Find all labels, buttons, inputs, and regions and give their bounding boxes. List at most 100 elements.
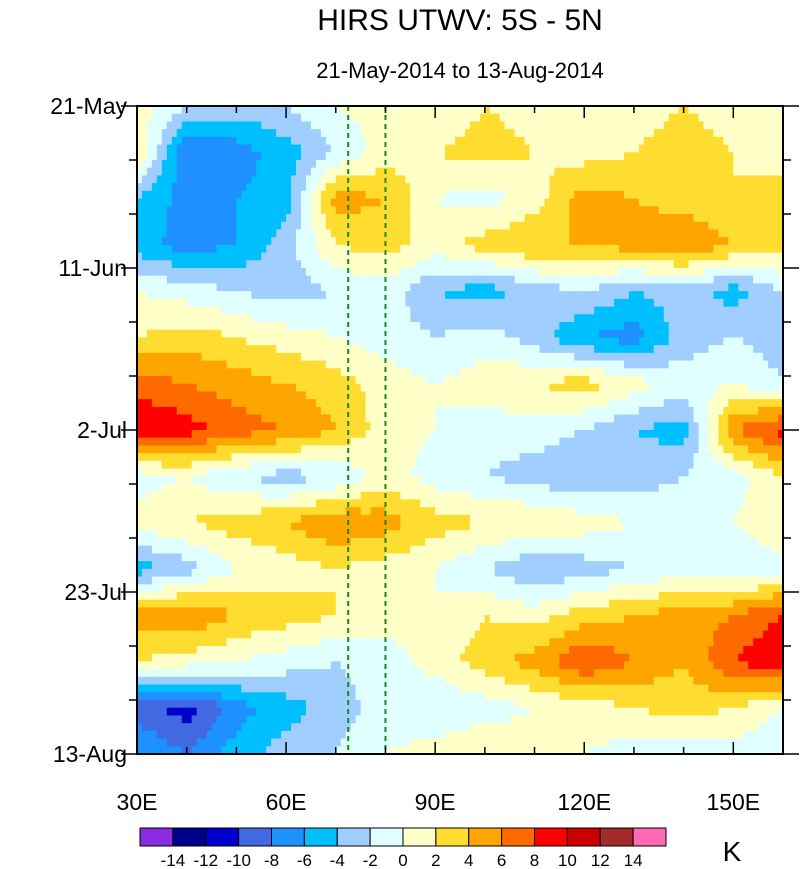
heatmap-cell bbox=[604, 283, 610, 292]
heatmap-cell bbox=[315, 113, 322, 123]
heatmap-cell bbox=[271, 190, 277, 200]
heatmap-cell bbox=[405, 198, 411, 207]
heatmap-cell bbox=[758, 291, 764, 300]
heatmap-cell bbox=[430, 329, 436, 339]
heatmap-cell bbox=[514, 306, 521, 315]
heatmap-cell bbox=[390, 352, 396, 362]
heatmap-cell bbox=[614, 152, 620, 161]
heatmap-cell bbox=[206, 113, 213, 123]
heatmap-cell bbox=[464, 183, 471, 192]
heatmap-cell bbox=[320, 160, 327, 169]
heatmap-cell bbox=[395, 306, 401, 315]
heatmap-cell bbox=[614, 383, 620, 393]
heatmap-cell bbox=[539, 345, 546, 354]
heatmap-cell bbox=[484, 244, 491, 254]
heatmap-cell bbox=[375, 183, 382, 192]
heatmap-cell bbox=[713, 275, 719, 285]
heatmap-cell bbox=[196, 206, 203, 215]
heatmap-cell bbox=[271, 360, 277, 369]
heatmap-cell bbox=[310, 237, 317, 246]
heatmap-cell bbox=[643, 206, 650, 215]
heatmap-cell bbox=[609, 244, 615, 254]
heatmap-cell bbox=[549, 183, 556, 192]
heatmap-cell bbox=[286, 106, 292, 115]
heatmap-cell bbox=[231, 221, 237, 231]
heatmap-cell bbox=[281, 106, 287, 115]
heatmap-cell bbox=[141, 206, 148, 215]
heatmap-cell bbox=[748, 244, 754, 254]
heatmap-cell bbox=[181, 383, 188, 393]
heatmap-cell bbox=[390, 391, 396, 400]
heatmap-cell bbox=[325, 113, 332, 123]
heatmap-cell bbox=[201, 214, 208, 223]
heatmap-cell bbox=[370, 190, 377, 200]
heatmap-cell bbox=[390, 345, 396, 354]
heatmap-cell bbox=[604, 391, 610, 400]
heatmap-cell bbox=[633, 368, 640, 377]
heatmap-cell bbox=[231, 260, 237, 269]
heatmap-cell bbox=[330, 121, 337, 130]
heatmap-cell bbox=[703, 229, 710, 238]
heatmap-cell bbox=[276, 391, 282, 400]
heatmap-cell bbox=[663, 368, 670, 377]
heatmap-cell bbox=[330, 198, 337, 207]
heatmap-cell bbox=[291, 368, 297, 377]
heatmap-cell bbox=[445, 260, 451, 269]
heatmap-cell bbox=[261, 190, 267, 200]
heatmap-cell bbox=[231, 399, 237, 408]
heatmap-cell bbox=[698, 183, 705, 192]
heatmap-cell bbox=[196, 352, 203, 362]
heatmap-cell bbox=[668, 252, 675, 261]
heatmap-cell bbox=[509, 275, 516, 285]
heatmap-cell bbox=[231, 167, 237, 177]
heatmap-cell bbox=[330, 391, 337, 400]
heatmap-cell bbox=[151, 175, 158, 184]
heatmap-cell bbox=[628, 275, 635, 285]
heatmap-cell bbox=[728, 121, 734, 130]
heatmap-cell bbox=[191, 221, 198, 231]
heatmap-cell bbox=[733, 360, 739, 369]
heatmap-cell bbox=[370, 306, 377, 315]
heatmap-cell bbox=[137, 160, 143, 169]
heatmap-cell bbox=[494, 352, 501, 362]
heatmap-cell bbox=[296, 206, 302, 215]
heatmap-cell bbox=[271, 314, 277, 323]
heatmap-cell bbox=[519, 322, 526, 331]
heatmap-cell bbox=[181, 167, 188, 177]
heatmap-cell bbox=[683, 129, 690, 138]
heatmap-cell bbox=[733, 106, 739, 115]
heatmap-cell bbox=[763, 214, 769, 223]
heatmap-cell bbox=[340, 167, 347, 177]
heatmap-cell bbox=[604, 106, 610, 115]
heatmap-cell bbox=[266, 183, 272, 192]
heatmap-cell bbox=[325, 229, 332, 238]
heatmap-cell bbox=[619, 206, 625, 215]
heatmap-cell bbox=[574, 244, 580, 254]
heatmap-cell bbox=[440, 160, 446, 169]
heatmap-cell bbox=[484, 167, 491, 177]
heatmap-cell bbox=[778, 121, 784, 130]
heatmap-cell bbox=[723, 283, 729, 292]
heatmap-cell bbox=[549, 352, 556, 362]
heatmap-cell bbox=[514, 229, 521, 238]
heatmap-cell bbox=[300, 152, 307, 161]
heatmap-cell bbox=[137, 113, 143, 123]
heatmap-cell bbox=[221, 237, 228, 246]
heatmap-cell bbox=[166, 106, 173, 115]
heatmap-cell bbox=[648, 322, 655, 331]
heatmap-cell bbox=[599, 383, 605, 393]
heatmap-cell bbox=[286, 121, 292, 130]
heatmap-cell bbox=[474, 175, 481, 184]
heatmap-cell bbox=[251, 298, 257, 308]
heatmap-cell bbox=[584, 160, 590, 169]
heatmap-cell bbox=[286, 360, 292, 369]
heatmap-cell bbox=[738, 214, 744, 223]
heatmap-cell bbox=[529, 229, 536, 238]
heatmap-cell bbox=[166, 244, 173, 254]
heatmap-cell bbox=[529, 198, 536, 207]
heatmap-cell bbox=[479, 190, 486, 200]
heatmap-cell bbox=[335, 298, 342, 308]
heatmap-cell bbox=[534, 167, 541, 177]
heatmap-cell bbox=[484, 136, 491, 146]
heatmap-cell bbox=[484, 106, 491, 115]
